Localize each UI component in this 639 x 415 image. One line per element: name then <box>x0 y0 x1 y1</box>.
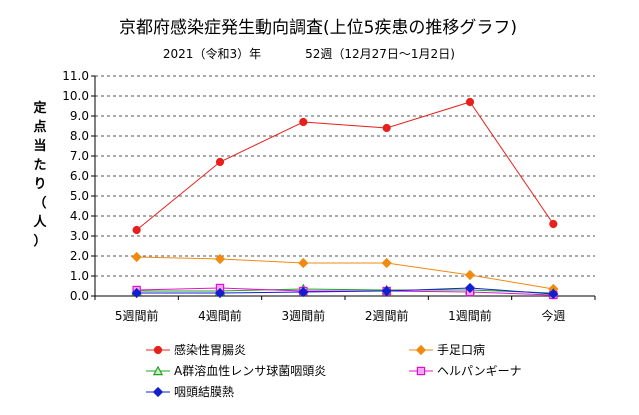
y-tick-label: 1.0 <box>70 269 89 283</box>
y-label-char: 当 <box>33 138 46 154</box>
y-label-char: 点 <box>33 119 46 135</box>
y-tick-label: 11.0 <box>62 69 89 83</box>
y-label-char: 定 <box>32 100 46 116</box>
y-tick-label: 6.0 <box>70 169 89 183</box>
y-tick-label: 0.0 <box>70 289 89 303</box>
chart-subtitle-week: 52週（12月27日～1月2日) <box>305 47 455 61</box>
x-tick-label: 3週間前 <box>282 308 326 323</box>
y-tick-label: 3.0 <box>70 229 89 243</box>
y-label-char: 人 <box>33 214 47 230</box>
data-point <box>381 257 392 269</box>
x-tick-label: 4週間前 <box>198 308 242 323</box>
data-point <box>464 269 476 281</box>
data-point <box>549 219 558 229</box>
legend-marker <box>152 365 164 376</box>
x-tick-label: 今週 <box>541 308 565 323</box>
data-point <box>131 287 142 299</box>
x-tick-label: 1週間前 <box>448 308 492 323</box>
legend-label: 咽頭結膜熱 <box>174 385 234 399</box>
gridlines <box>95 75 595 277</box>
data-point <box>464 282 476 294</box>
series-line <box>136 287 554 295</box>
chart-subtitle-year: 2021（令和3）年 <box>163 46 261 61</box>
x-tick-label: 2週間前 <box>365 308 409 323</box>
legend-marker <box>415 344 427 356</box>
y-label-char: ） <box>33 233 46 249</box>
y-tick-label: 8.0 <box>70 129 89 143</box>
data-point <box>131 251 142 263</box>
y-tick-label: 5.0 <box>70 189 89 203</box>
legend-marker <box>416 366 426 376</box>
data-point <box>548 288 559 300</box>
data-point <box>214 253 226 265</box>
series-line <box>136 288 554 294</box>
y-label-char: た <box>33 158 46 173</box>
legend-label: ヘルパンギーナ <box>437 364 522 378</box>
legend-marker <box>153 345 163 355</box>
data-point <box>465 97 475 107</box>
series-line <box>136 101 554 231</box>
series-group <box>131 97 559 300</box>
y-tick-label: 9.0 <box>70 109 89 123</box>
legend-label: 手足口病 <box>437 342 485 357</box>
legend-label: A群溶血性レンサ球菌咽頭炎 <box>174 363 326 378</box>
chart-title: 京都府感染症発生動向調査(上位5疾患の推移グラフ) <box>119 18 517 38</box>
data-point <box>214 287 226 299</box>
x-tick-label: 5週間前 <box>115 308 159 323</box>
x-axis-ticks: 5週間前 4週間前 3週間前 2週間前 1週間前 今週 <box>94 296 596 323</box>
data-point <box>299 117 308 127</box>
series-line <box>136 256 554 290</box>
data-point <box>132 225 141 235</box>
legend-label: 感染性胃腸炎 <box>174 342 246 357</box>
data-point <box>298 257 309 269</box>
data-point <box>298 286 309 298</box>
y-label-char: （ <box>33 195 46 211</box>
legend-marker <box>152 386 164 398</box>
y-axis-ticks: 0.0 1.0 2.0 3.0 4.0 5.0 6.0 7.0 8.0 9.0 10.0 11.0 <box>62 69 95 303</box>
data-point <box>381 285 392 297</box>
y-tick-label: 10.0 <box>62 89 89 103</box>
axes <box>94 76 595 297</box>
y-tick-label: 7.0 <box>70 149 89 163</box>
y-tick-label: 2.0 <box>70 249 89 263</box>
y-label-char: り <box>33 177 46 192</box>
data-point <box>382 123 391 133</box>
y-tick-label: 4.0 <box>70 209 89 223</box>
data-point <box>215 157 225 167</box>
